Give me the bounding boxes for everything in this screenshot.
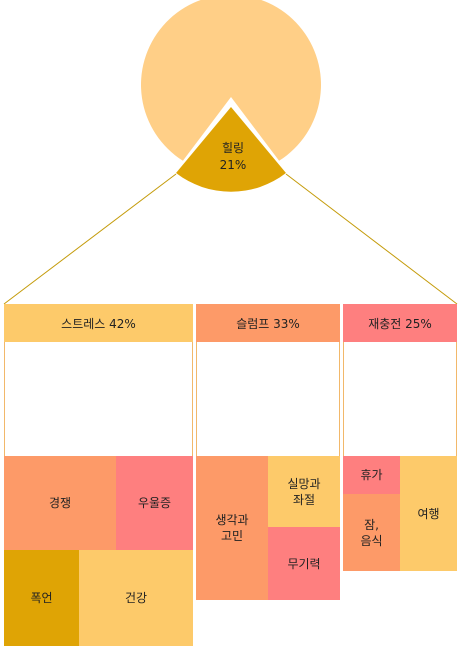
item-sleep-food: 잠, 음식 [343,494,400,571]
item-thoughts-worries: 생각과 고민 [196,456,268,600]
slump-header: 슬럼프 33% [196,304,340,342]
stress-header: 스트레스 42% [4,304,193,342]
pie-slice-value: 21% [220,158,247,172]
pie-healing-slice [176,107,286,192]
item-vacation: 휴가 [343,456,400,494]
pie-remaining-slice [141,0,321,161]
item-health: 건강 [79,550,193,646]
item-verbal-abuse: 폭언 [4,550,79,646]
item-disappointment: 실망과 좌절 [268,456,340,527]
item-depression: 우울증 [116,456,193,550]
item-travel: 여행 [400,456,457,571]
item-lethargy: 무기력 [268,527,340,600]
item-competition: 경쟁 [4,456,116,550]
connector-line-left [3,173,177,305]
recharge-header: 재충전 25% [343,304,457,342]
connector-line-right [285,173,458,305]
pie-slice-label: 힐링 [222,141,244,155]
